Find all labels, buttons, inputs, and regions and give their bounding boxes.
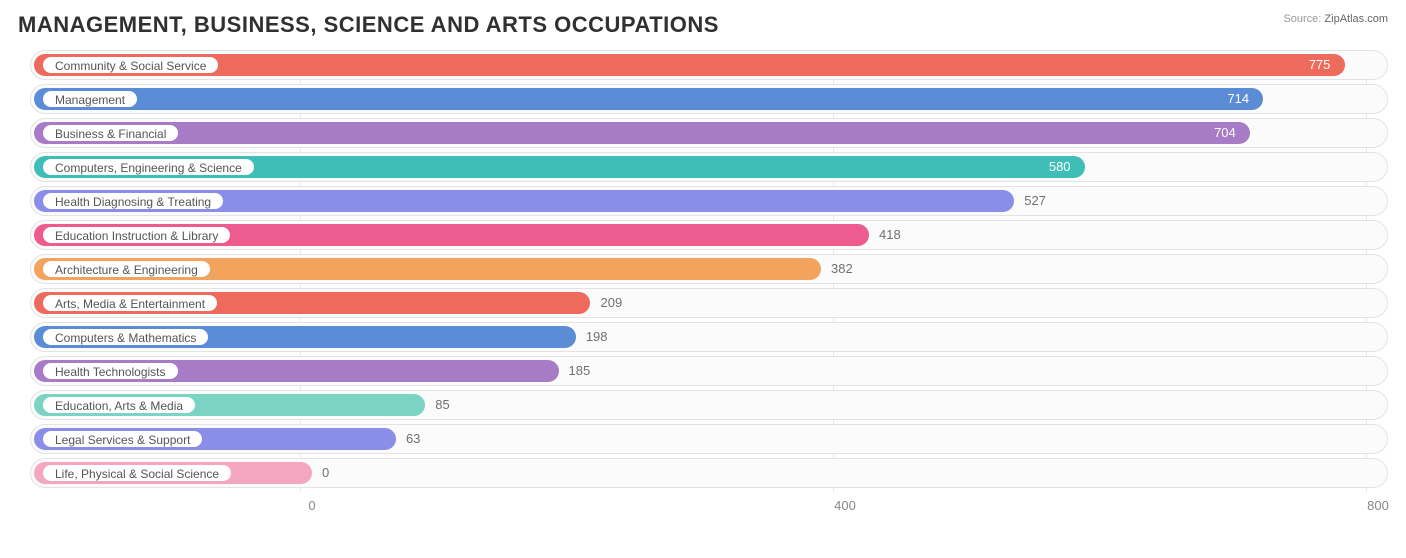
bar-value: 714 (1227, 84, 1249, 114)
bar-row: Computers, Engineering & Science 580 (30, 152, 1388, 182)
bar-value: 704 (1214, 118, 1236, 148)
chart-title: MANAGEMENT, BUSINESS, SCIENCE AND ARTS O… (18, 12, 719, 38)
bar-value: 580 (1049, 152, 1071, 182)
bar-row: Community & Social Service 775 (30, 50, 1388, 80)
bar-value: 418 (879, 220, 901, 250)
x-tick-label: 800 (1367, 498, 1389, 513)
bar-label-pill: Legal Services & Support (42, 430, 203, 448)
chart-header: MANAGEMENT, BUSINESS, SCIENCE AND ARTS O… (18, 12, 1388, 38)
bar-row: Life, Physical & Social Science 0 (30, 458, 1388, 488)
bar-value: 382 (831, 254, 853, 284)
bar-value: 185 (569, 356, 591, 386)
bar-row: Education, Arts & Media 85 (30, 390, 1388, 420)
bar-label-pill: Business & Financial (42, 124, 179, 142)
bar-label-pill: Arts, Media & Entertainment (42, 294, 218, 312)
bar-value: 198 (586, 322, 608, 352)
bar-row: Business & Financial 704 (30, 118, 1388, 148)
bar-chart: Community & Social Service 775 Management 7… (18, 50, 1388, 522)
bar-label-pill: Computers, Engineering & Science (42, 158, 255, 176)
bar-row: Computers & Mathematics 198 (30, 322, 1388, 352)
bar-fill (34, 54, 1345, 76)
bar-row: Architecture & Engineering 382 (30, 254, 1388, 284)
bar-label-pill: Computers & Mathematics (42, 328, 209, 346)
bar-value: 209 (600, 288, 622, 318)
x-axis: 0 400 800 (30, 492, 1388, 522)
bar-value: 85 (435, 390, 449, 420)
bar-fill (34, 122, 1250, 144)
bar-label-pill: Health Technologists (42, 362, 179, 380)
bar-row: Arts, Media & Entertainment 209 (30, 288, 1388, 318)
bar-row: Education Instruction & Library 418 (30, 220, 1388, 250)
bar-fill (34, 88, 1263, 110)
x-tick-label: 400 (834, 498, 856, 513)
bar-label-pill: Life, Physical & Social Science (42, 464, 232, 482)
bar-list: Community & Social Service 775 Management 7… (30, 50, 1388, 488)
source-value: ZipAtlas.com (1324, 13, 1388, 25)
bar-row: Management 714 (30, 84, 1388, 114)
bar-value: 0 (322, 458, 329, 488)
bar-value: 63 (406, 424, 420, 454)
x-tick-label: 0 (308, 498, 315, 513)
bar-label-pill: Community & Social Service (42, 56, 219, 74)
bar-row: Health Technologists 185 (30, 356, 1388, 386)
bar-label-pill: Management (42, 90, 138, 108)
bar-row: Health Diagnosing & Treating 527 (30, 186, 1388, 216)
bar-label-pill: Architecture & Engineering (42, 260, 211, 278)
bar-label-pill: Education Instruction & Library (42, 226, 231, 244)
bar-value: 527 (1024, 186, 1046, 216)
bar-row: Legal Services & Support 63 (30, 424, 1388, 454)
bar-label-pill: Health Diagnosing & Treating (42, 192, 224, 210)
bar-value: 775 (1309, 50, 1331, 80)
bar-label-pill: Education, Arts & Media (42, 396, 196, 414)
source-label: Source: (1283, 13, 1321, 25)
source-credit: Source: ZipAtlas.com (1283, 12, 1388, 26)
